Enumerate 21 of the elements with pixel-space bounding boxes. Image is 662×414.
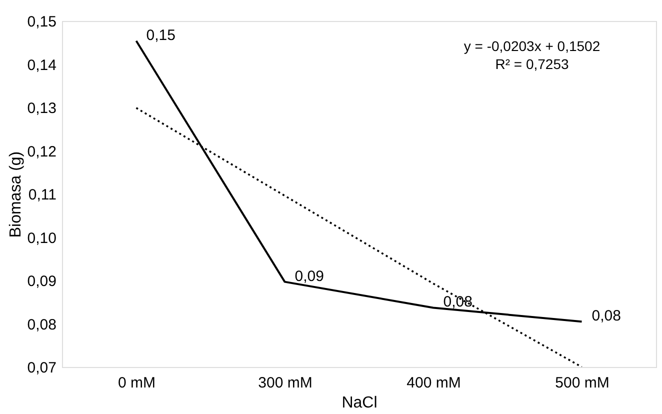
y-tick-label: 0,07 [27, 360, 56, 376]
x-axis-title: NaCl [342, 394, 378, 412]
data-label: 0,15 [146, 26, 176, 44]
y-tick-label: 0,11 [28, 186, 56, 204]
data-label: 0,08 [592, 308, 621, 325]
x-tick-label: 300 mM [258, 374, 312, 392]
y-tick-label: 0,15 [27, 14, 56, 30]
annotation: R² = 0,7253 [495, 56, 569, 72]
y-axis-title: Biomasa (g) [7, 151, 24, 238]
x-tick-label: 500 mM [555, 374, 610, 392]
data-label: 0,09 [294, 268, 324, 285]
y-tick-label: 0,10 [27, 230, 56, 247]
y-tick-label: 0,08 [27, 316, 56, 334]
y-tick-label: 0,09 [27, 273, 56, 290]
x-tick-label: 400 mM [406, 374, 461, 392]
y-tick-label: 0,13 [27, 100, 56, 117]
annotation: y = -0,0203x + 0,1502 [464, 38, 600, 54]
y-tick-label: 0,14 [27, 56, 56, 74]
y-tick-label: 0,12 [27, 143, 56, 160]
data-label: 0,08 [443, 294, 472, 311]
x-tick-label: 0 mM [118, 374, 156, 392]
